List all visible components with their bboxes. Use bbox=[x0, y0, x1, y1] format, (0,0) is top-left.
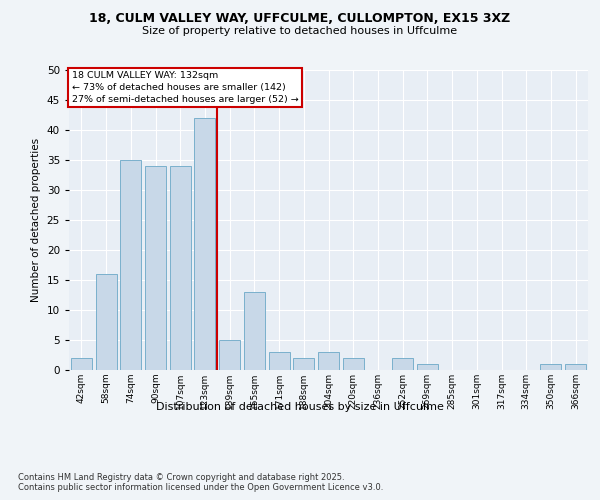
Bar bbox=[565, 364, 586, 370]
Text: 18, CULM VALLEY WAY, UFFCULME, CULLOMPTON, EX15 3XZ: 18, CULM VALLEY WAY, UFFCULME, CULLOMPTO… bbox=[89, 12, 511, 26]
Bar bbox=[392, 358, 413, 370]
Text: Contains public sector information licensed under the Open Government Licence v3: Contains public sector information licen… bbox=[18, 484, 383, 492]
Bar bbox=[417, 364, 438, 370]
Bar bbox=[269, 352, 290, 370]
Text: Contains HM Land Registry data © Crown copyright and database right 2025.: Contains HM Land Registry data © Crown c… bbox=[18, 472, 344, 482]
Bar bbox=[244, 292, 265, 370]
Text: Distribution of detached houses by size in Uffculme: Distribution of detached houses by size … bbox=[156, 402, 444, 412]
Bar bbox=[194, 118, 215, 370]
Bar bbox=[343, 358, 364, 370]
Y-axis label: Number of detached properties: Number of detached properties bbox=[31, 138, 41, 302]
Bar bbox=[145, 166, 166, 370]
Text: 18 CULM VALLEY WAY: 132sqm
← 73% of detached houses are smaller (142)
27% of sem: 18 CULM VALLEY WAY: 132sqm ← 73% of deta… bbox=[71, 72, 298, 104]
Bar bbox=[293, 358, 314, 370]
Bar bbox=[120, 160, 141, 370]
Bar bbox=[541, 364, 562, 370]
Bar bbox=[95, 274, 116, 370]
Bar bbox=[170, 166, 191, 370]
Bar bbox=[219, 340, 240, 370]
Text: Size of property relative to detached houses in Uffculme: Size of property relative to detached ho… bbox=[142, 26, 458, 36]
Bar bbox=[71, 358, 92, 370]
Bar bbox=[318, 352, 339, 370]
